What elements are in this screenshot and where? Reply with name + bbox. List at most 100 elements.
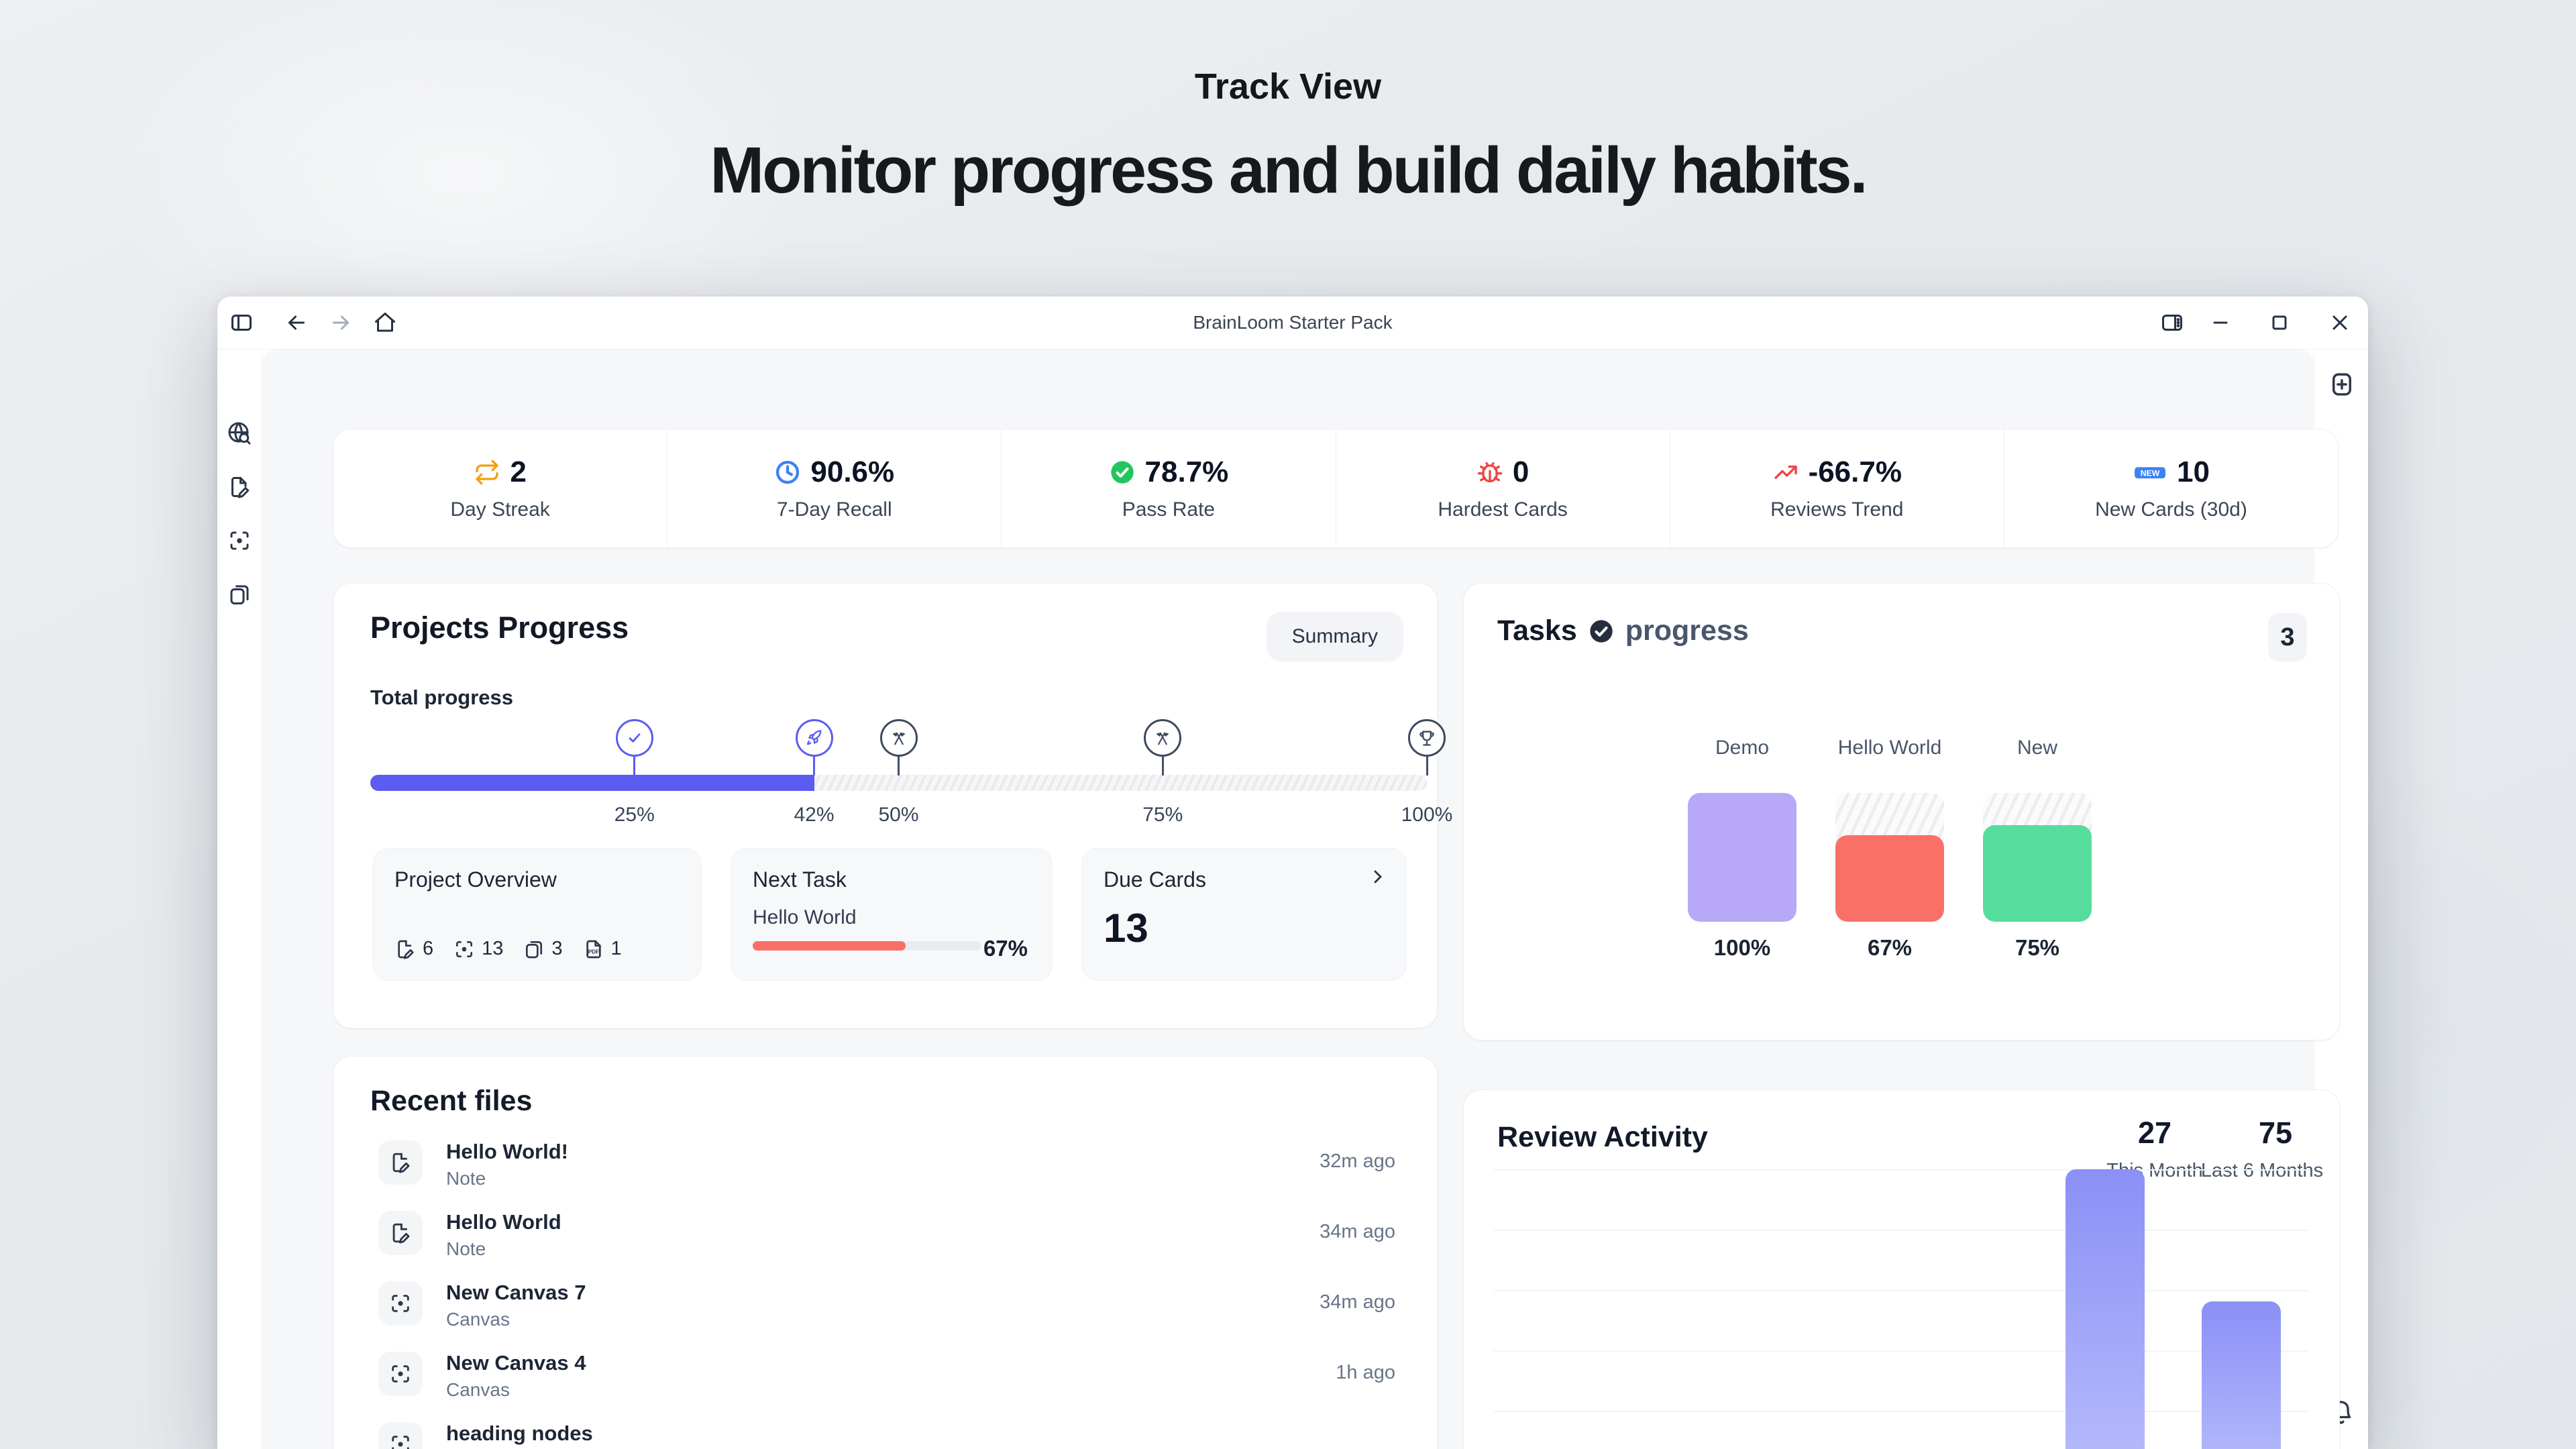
count-value: 1 [610,938,622,959]
count-value: 6 [423,938,434,959]
tasks-progress-card: Tasks progress 3 Demo Hello World New 10… [1463,583,2340,1040]
next-task-name: Hello World [753,906,857,928]
last-6-months-value: 75 [2258,1116,2293,1150]
maximize-icon[interactable] [2267,311,2292,335]
task-column-label: Demo [1715,737,1770,759]
total-progress-label: Total progress [370,686,514,709]
milestone-label: 42% [794,804,835,826]
file-time: 1h ago [1336,1362,1395,1383]
tasks-title-main: Tasks [1497,614,1577,647]
next-task-card[interactable]: Next Task Hello World 67% [731,848,1053,981]
file-row[interactable]: New Canvas 4 Canvas 1h ago [360,1340,1410,1407]
milestone-stem [813,757,815,775]
file-row[interactable]: Hello World! Note 32m ago [360,1129,1410,1196]
stat-label: Reviews Trend [1770,498,1904,521]
flags-icon [1153,729,1172,747]
new-badge-icon: NEW [2133,459,2167,486]
task-column-label: New [2017,737,2057,759]
due-cards-card[interactable]: Due Cards 13 [1081,848,1407,981]
sidebar-toggle-icon[interactable] [229,311,254,335]
stat-day-streak: 2 Day Streak [333,429,667,547]
bug-icon [1477,459,1503,486]
canvas-icon[interactable] [227,529,252,553]
file-type: Canvas [446,1309,510,1330]
gridline [1494,1350,2309,1352]
minimize-icon[interactable] [2208,311,2233,335]
milestone-circle[interactable] [879,719,918,757]
window-title: BrainLoom Starter Pack [1193,312,1393,333]
stat-label: Hardest Cards [1438,498,1568,521]
task-percent: 75% [2015,935,2060,960]
sidebar [217,350,262,1449]
pdf-icon: PDF [583,938,604,960]
this-month-value: 27 [2137,1116,2172,1150]
cards-icon[interactable] [227,582,252,606]
file-time: 34m ago [1320,1221,1395,1242]
pdf-count: PDF 1 [583,938,622,960]
panel-right-icon[interactable] [2160,311,2184,335]
due-cards-title: Due Cards [1104,867,1206,892]
back-arrow-icon[interactable] [284,311,309,335]
milestone-circle[interactable] [795,719,833,757]
file-row[interactable]: New Canvas 7 Canvas 34m ago [360,1270,1410,1337]
total-progress-track: 25% 42% 50% 75% [370,718,1452,839]
app-window: BrainLoom Starter Pack 2 Day Streak [217,297,2368,1449]
stats-bar: 2 Day Streak 90.6% 7-Day Recall 78.7% Pa… [333,429,2339,548]
rocket-icon [805,729,824,747]
file-type: Note [446,1238,486,1259]
close-icon[interactable] [2328,311,2352,335]
stat-reviews-trend: -66.7% Reviews Trend [1669,429,2004,547]
file-title: Hello World! [446,1140,568,1163]
stat-label: 7-Day Recall [776,498,892,521]
check-icon [625,729,644,747]
canvas-icon [453,938,475,960]
next-task-track [753,941,981,951]
file-title: heading nodes [446,1421,593,1445]
project-overview-card[interactable]: Project Overview 6 13 3 PDF 1 [372,848,702,981]
main-content: 2 Day Streak 90.6% 7-Day Recall 78.7% Pa… [262,350,2340,1449]
note-icon [394,938,416,960]
svg-text:NEW: NEW [2141,469,2160,478]
milestone-stem [898,757,900,775]
stat-label: Pass Rate [1122,498,1216,521]
task-bar-fill [1835,835,1944,922]
note-icon[interactable] [227,475,252,499]
notes-count: 6 [394,938,433,960]
recent-files-card: Recent files Hello World! Note 32m ago H… [333,1056,1438,1449]
stat-value: 78.7% [1144,455,1229,488]
projects-progress-title: Projects Progress [370,610,629,645]
trophy-icon [1417,729,1436,747]
stat-value: 0 [1512,455,1529,488]
file-row[interactable]: heading nodes Canvas [360,1411,1410,1449]
globe-search-icon[interactable] [227,421,252,445]
page-subtitle: Monitor progress and build daily habits. [710,133,1868,207]
milestone-circle[interactable] [615,719,653,757]
chart-bar-nov[interactable] [2065,1169,2145,1449]
file-type: Canvas [446,1379,510,1400]
milestone-label: 25% [614,804,655,826]
new-tab-plus-icon[interactable] [2328,370,2356,398]
chevron-right-icon[interactable] [1367,866,1389,888]
stat-label: Day Streak [450,498,550,521]
milestone-circle[interactable] [1408,719,1446,757]
milestone-circle[interactable] [1144,719,1182,757]
file-row[interactable]: Hello World Note 34m ago [360,1199,1410,1267]
chart-bar-dec[interactable] [2201,1301,2281,1449]
forward-arrow-icon[interactable] [329,311,353,335]
task-bar-hello-world[interactable] [1835,793,1944,922]
due-cards-count: 13 [1104,906,1148,951]
milestone-label: 50% [878,804,919,826]
last-6-months-label: Last 6 Months [2200,1160,2324,1181]
home-icon[interactable] [373,311,397,335]
check-badge-icon [1588,618,1615,645]
stat-label: New Cards (30d) [2095,498,2247,521]
task-bar-demo[interactable] [1688,793,1796,922]
task-bar-fill [1983,825,2092,922]
file-title: New Canvas 7 [446,1281,586,1304]
task-bar-fill [1688,793,1796,922]
stat-value: 2 [510,455,527,488]
tasks-count-badge: 3 [2268,613,2307,661]
summary-button[interactable]: Summary [1266,612,1403,661]
task-bar-new[interactable] [1983,793,2092,922]
page-title: Track View [1194,66,1382,107]
